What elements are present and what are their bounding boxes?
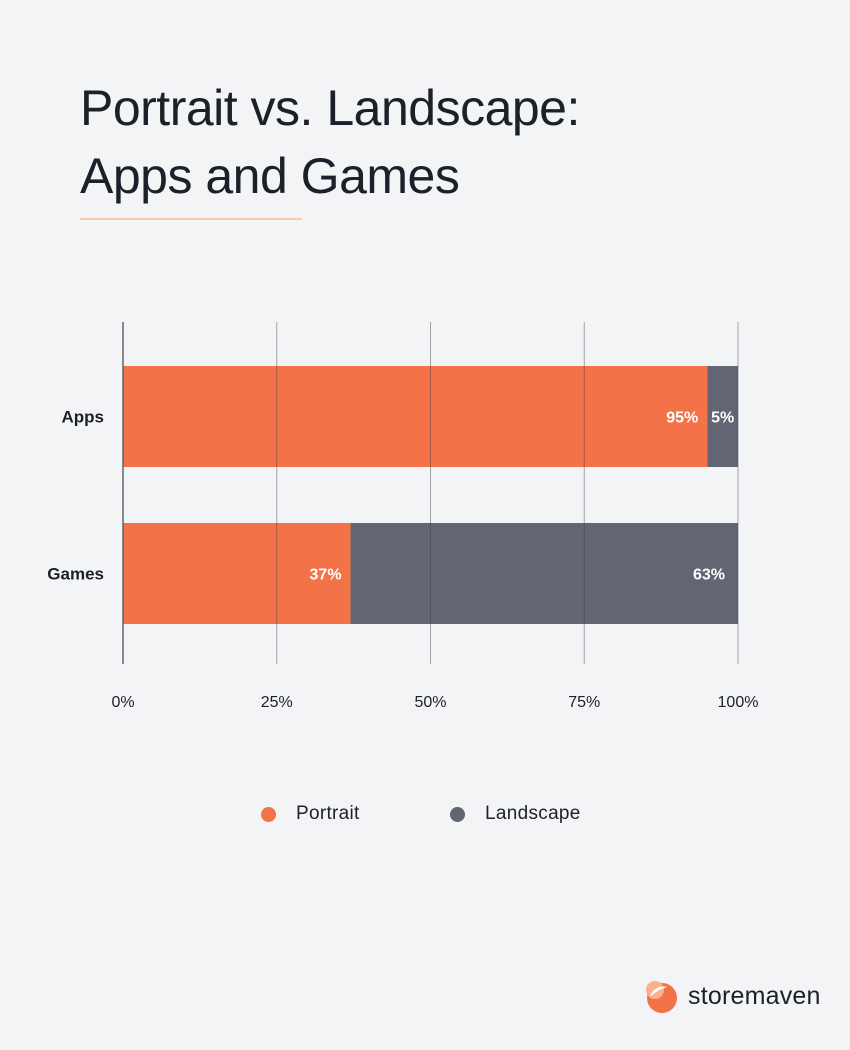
legend-label-portrait: Portrait [296,803,360,824]
chart-title-line-2: Apps and Games [80,148,460,204]
x-tick-label-75: 75% [568,694,600,711]
category-label-games: Games [47,565,104,584]
data-label-games-landscape: 63% [693,567,725,584]
grid-layer [122,322,739,664]
brand-name: storemaven [688,981,821,1010]
bar-apps-portrait [123,366,708,467]
x-tick-label-100: 100% [718,694,759,711]
data-label-games-portrait: 37% [310,567,342,584]
title-underline [80,218,302,220]
bars-layer [123,366,738,624]
legend: Portrait Landscape [0,803,850,829]
legend-label-landscape: Landscape [485,803,581,824]
x-tick-label-50: 50% [414,694,446,711]
legend-item-landscape: Landscape [450,803,581,825]
data-label-apps-portrait: 95% [666,410,698,427]
bar-apps-landscape [707,366,738,467]
brand: storemaven [642,976,821,1016]
bar-games-landscape [350,523,738,624]
chart-title: Portrait vs. Landscape: Apps and Games [80,74,580,210]
labels-layer: 95% 5% Apps 37% 63% Games 0% 25% 50% 75% 100% [47,408,758,712]
legend-swatch-portrait [261,806,276,822]
data-label-apps-landscape: 5% [711,410,734,427]
chart-title-line-1: Portrait vs. Landscape: [80,80,580,136]
x-tick-label-0: 0% [111,694,134,711]
x-tick-label-25: 25% [261,694,293,711]
legend-swatch-landscape [450,806,465,822]
stacked-bar-chart: 95% 5% Apps 37% 63% Games 0% 25% 50% 75% 100% [47,322,758,712]
legend-item-portrait: Portrait [261,803,360,825]
category-label-apps: Apps [62,408,105,427]
storemaven-logo-icon [646,981,677,1013]
bar-games-portrait [123,523,351,624]
